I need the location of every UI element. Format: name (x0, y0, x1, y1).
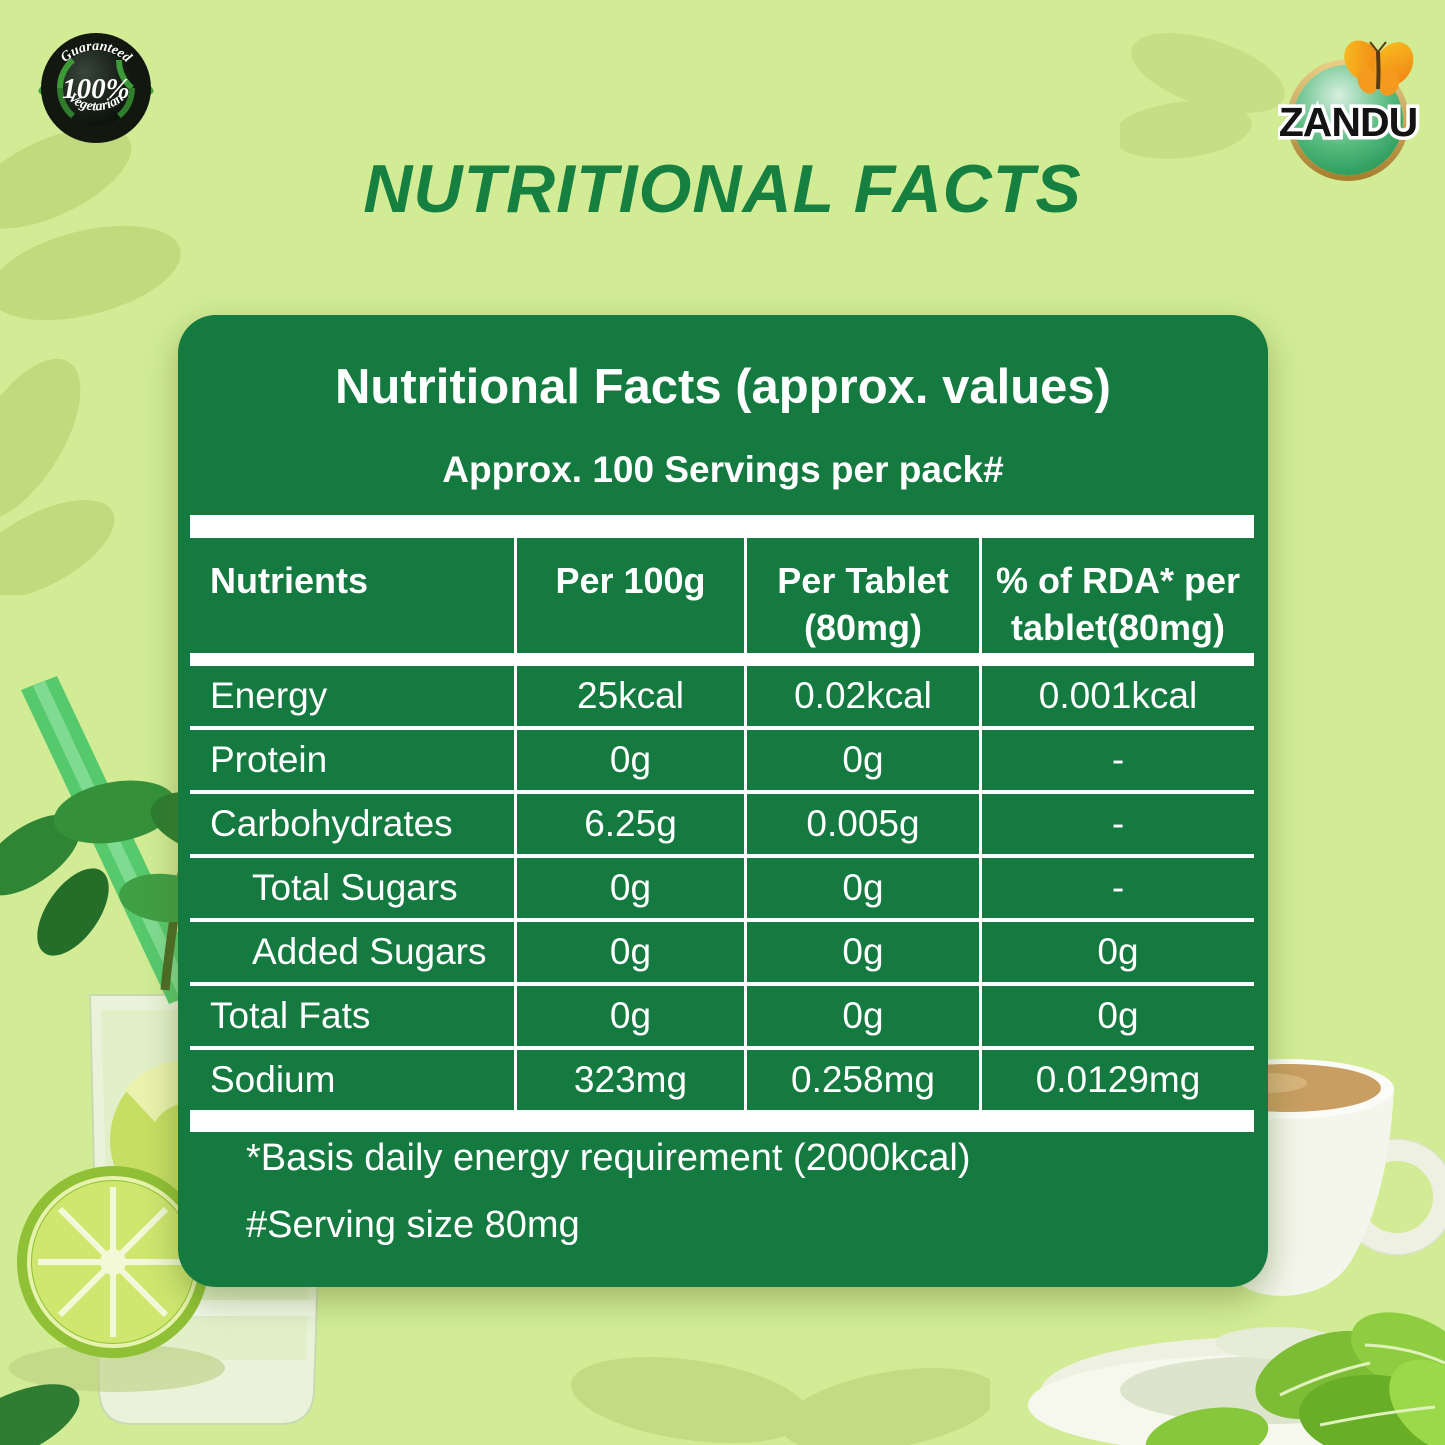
row-per-100g: 0g (517, 858, 747, 918)
table-header-band (190, 653, 1254, 666)
panel-heading: Nutritional Facts (approx. values) (335, 360, 1111, 414)
row-rda: - (1111, 867, 1125, 908)
veg-badge: Guaranteed Vegetarian 100% (38, 33, 154, 143)
row-per-tablet: 0.258mg (747, 1050, 982, 1110)
leaf-watermark (1120, 33, 1285, 159)
header-per-100g: Per 100g (517, 538, 747, 653)
header-rda: % of RDA* per tablet(80mg) (995, 560, 1241, 648)
row-label: Carbohydrates (190, 794, 517, 854)
row-per-100g: 6.25g (517, 794, 747, 854)
mint-leaves-photo (1145, 1312, 1445, 1445)
zandu-logo: ZANDU (1278, 40, 1422, 181)
table-row: Total Sugars 0g 0g - (190, 854, 1254, 918)
footnotes: *Basis daily energy requirement (2000kca… (246, 1137, 970, 1271)
row-per-100g: 0g (517, 922, 747, 982)
nutrition-table: Nutrients Per 100g Per Tablet (80mg) % o… (190, 515, 1254, 1132)
row-rda: - (1111, 803, 1125, 844)
row-per-100g: 25kcal (517, 666, 747, 726)
page-title: NUTRITIONAL FACTS (363, 151, 1082, 227)
panel-subheading: Approx. 100 Servings per pack# (442, 449, 1004, 490)
row-label: Protein (190, 730, 517, 790)
table-header-row: Nutrients Per 100g Per Tablet (80mg) % o… (190, 538, 1254, 653)
row-per-100g: 0g (517, 986, 747, 1046)
row-per-100g: 0g (517, 730, 747, 790)
row-per-100g: 323mg (517, 1050, 747, 1110)
facts-panel: Nutritional Facts (approx. values) Appro… (178, 315, 1268, 1287)
table-row: Total Fats 0g 0g 0g (190, 982, 1254, 1046)
header-per-tablet: Per Tablet (80mg) (747, 538, 982, 653)
row-label: Added Sugars (190, 922, 517, 982)
row-rda: - (1111, 739, 1125, 780)
row-per-tablet: 0.005g (747, 794, 982, 854)
row-label: Total Sugars (190, 858, 517, 918)
footnote-serving-size: #Serving size 80mg (246, 1204, 580, 1246)
footnote-rda-basis: *Basis daily energy requirement (2000kca… (246, 1137, 971, 1179)
table-top-band (190, 515, 1254, 538)
row-per-tablet: 0.02kcal (747, 666, 982, 726)
row-label: Sodium (190, 1050, 517, 1110)
row-per-tablet: 0g (747, 922, 982, 982)
row-label: Total Fats (190, 986, 517, 1046)
row-rda: 0.001kcal (1038, 675, 1198, 716)
badge-value: 100% (62, 73, 130, 105)
row-label: Energy (190, 666, 517, 726)
header-nutrients: Nutrients (190, 538, 517, 653)
leaf-watermark (0, 358, 115, 595)
table-row: Protein 0g 0g - (190, 726, 1254, 790)
table-row: Carbohydrates 6.25g 0.005g - (190, 790, 1254, 854)
row-per-tablet: 0g (747, 730, 982, 790)
butterfly-icon (1344, 40, 1414, 96)
leaf-watermark (571, 1357, 990, 1445)
table-row: Energy 25kcal 0.02kcal 0.001kcal (190, 666, 1254, 726)
leaf-watermark (0, 127, 181, 321)
row-per-tablet: 0g (747, 858, 982, 918)
table-bottom-band (190, 1110, 1254, 1132)
zandu-brand-text: ZANDU (1279, 99, 1417, 145)
table-row: Sodium 323mg 0.258mg 0.0129mg (190, 1046, 1254, 1110)
row-rda: 0.0129mg (1035, 1059, 1201, 1100)
row-per-tablet: 0g (747, 986, 982, 1046)
row-rda: 0g (1097, 995, 1139, 1036)
row-rda: 0g (1097, 931, 1139, 972)
table-row: Added Sugars 0g 0g 0g (190, 918, 1254, 982)
